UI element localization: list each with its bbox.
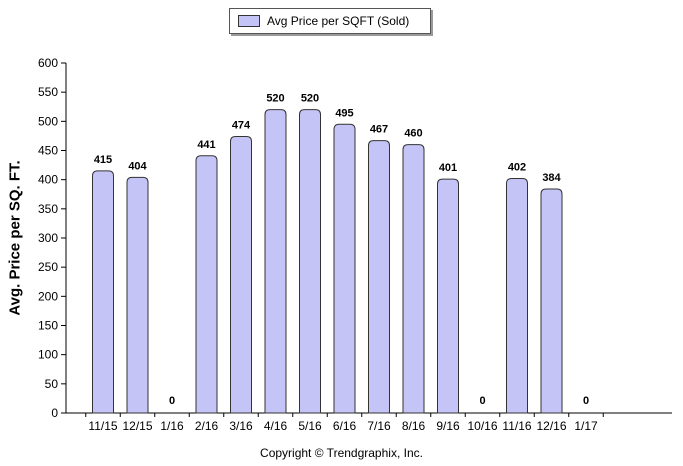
data-label: 0 xyxy=(583,395,589,407)
chart-value-labels: 415 404 0 441 474 520 520 495 467 460 401 0 402 384 0 xyxy=(94,93,589,407)
bar xyxy=(195,155,218,414)
bar xyxy=(92,170,114,414)
x-tick-label: 8/16 xyxy=(402,419,426,433)
y-tick-label: 450 xyxy=(38,144,58,158)
data-label: 0 xyxy=(479,395,485,407)
bar xyxy=(506,178,528,414)
data-label: 460 xyxy=(404,128,422,140)
legend-swatch xyxy=(238,15,260,27)
y-tick-label: 250 xyxy=(38,260,58,274)
data-label: 401 xyxy=(439,162,457,174)
chart-axes: 0 50 100 150 200 250 300 350 400 450 500 550 600 11/1… xyxy=(38,56,672,433)
x-tick-label: 10/16 xyxy=(467,419,497,433)
y-tick-label: 400 xyxy=(38,173,58,187)
bar xyxy=(264,109,287,414)
x-tick-label: 3/16 xyxy=(229,419,253,433)
bar xyxy=(540,188,563,414)
x-tick-label: 9/16 xyxy=(436,419,460,433)
bar xyxy=(126,176,149,414)
data-label: 415 xyxy=(94,154,112,166)
data-label: 441 xyxy=(197,139,215,151)
bar xyxy=(402,144,425,414)
x-tick-label: 1/17 xyxy=(574,419,598,433)
y-tick-label: 50 xyxy=(45,377,59,391)
x-tick-label: 1/16 xyxy=(160,419,184,433)
data-label: 474 xyxy=(232,120,251,132)
y-axis-label: Avg. Price per SQ. FT. xyxy=(6,160,24,316)
data-label: 384 xyxy=(542,172,561,184)
bar xyxy=(368,140,390,414)
y-tick-label: 350 xyxy=(38,202,58,216)
x-tick-label: 12/15 xyxy=(122,419,152,433)
chart-legend: Avg Price per SQFT (Sold) xyxy=(229,8,431,34)
bar xyxy=(299,109,321,414)
y-tick-label: 300 xyxy=(38,231,58,245)
x-tick-label: 7/16 xyxy=(367,419,391,433)
y-tick-label: 500 xyxy=(38,114,58,128)
x-tick-label: 6/16 xyxy=(333,419,357,433)
chart-bars xyxy=(92,109,563,414)
y-tick-label: 100 xyxy=(38,348,58,362)
data-label: 467 xyxy=(370,124,388,136)
bar xyxy=(230,136,252,414)
data-label: 520 xyxy=(266,93,284,105)
x-tick-label: 12/16 xyxy=(536,419,566,433)
bar xyxy=(437,178,459,414)
data-label: 402 xyxy=(508,162,526,174)
copyright-text: Copyright © Trendgraphix, Inc. xyxy=(260,446,423,460)
y-tick-label: 0 xyxy=(51,406,58,420)
x-tick-label: 11/16 xyxy=(502,419,531,433)
x-tick-label: 2/16 xyxy=(195,419,219,433)
x-tick-label: 5/16 xyxy=(298,419,322,433)
y-tick-label: 550 xyxy=(38,85,58,99)
data-label: 0 xyxy=(169,395,175,407)
x-tick-label: 11/15 xyxy=(88,419,117,433)
y-tick-label: 150 xyxy=(38,319,58,333)
y-tick-label: 200 xyxy=(38,289,58,303)
data-label: 495 xyxy=(335,107,353,119)
y-tick-label: 600 xyxy=(38,56,58,70)
data-label: 404 xyxy=(128,160,147,172)
bar xyxy=(333,123,356,414)
legend-label: Avg Price per SQFT (Sold) xyxy=(267,14,410,28)
x-tick-label: 4/16 xyxy=(264,419,288,433)
data-label: 520 xyxy=(301,93,319,105)
